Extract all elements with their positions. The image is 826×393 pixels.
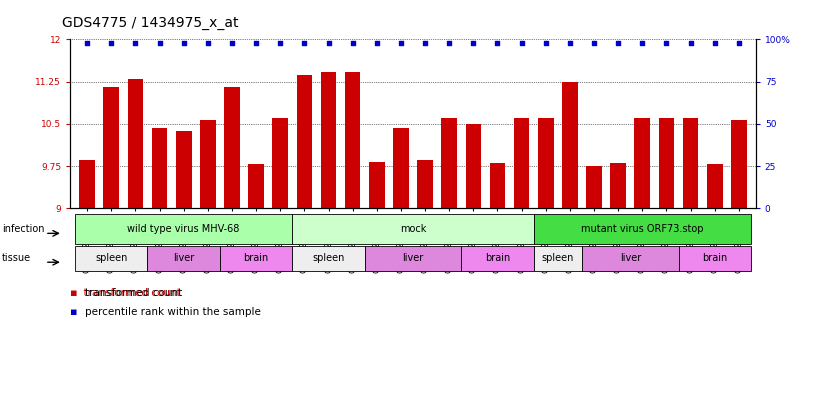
Point bbox=[443, 40, 456, 46]
Text: percentile rank within the sample: percentile rank within the sample bbox=[85, 307, 261, 318]
Point bbox=[322, 40, 335, 46]
Text: mock: mock bbox=[400, 224, 426, 234]
Point bbox=[249, 40, 263, 46]
Text: brain: brain bbox=[485, 253, 510, 263]
Point bbox=[153, 40, 166, 46]
Bar bbox=[707, 164, 723, 208]
Point bbox=[491, 40, 504, 46]
Bar bbox=[441, 118, 457, 208]
Bar bbox=[417, 160, 433, 208]
Text: infection: infection bbox=[2, 224, 44, 234]
Bar bbox=[466, 124, 482, 208]
Point bbox=[177, 40, 190, 46]
Bar bbox=[538, 118, 553, 208]
Bar bbox=[273, 118, 288, 208]
Bar bbox=[224, 87, 240, 208]
Point bbox=[394, 40, 407, 46]
Point bbox=[80, 40, 93, 46]
Bar bbox=[586, 166, 602, 208]
Bar bbox=[731, 120, 747, 208]
Bar bbox=[610, 163, 626, 208]
Bar bbox=[490, 163, 506, 208]
Bar bbox=[320, 72, 336, 208]
Point bbox=[611, 40, 624, 46]
Bar bbox=[176, 130, 192, 208]
Point bbox=[684, 40, 697, 46]
Point bbox=[225, 40, 239, 46]
Text: spleen: spleen bbox=[312, 253, 344, 263]
Point bbox=[660, 40, 673, 46]
Point bbox=[370, 40, 383, 46]
Text: ▪: ▪ bbox=[70, 307, 78, 318]
Text: ▪: ▪ bbox=[70, 288, 78, 298]
Text: mutant virus ORF73.stop: mutant virus ORF73.stop bbox=[581, 224, 704, 234]
Text: spleen: spleen bbox=[542, 253, 574, 263]
Text: liver: liver bbox=[620, 253, 641, 263]
Bar bbox=[683, 118, 699, 208]
Bar bbox=[369, 162, 385, 208]
Point bbox=[202, 40, 215, 46]
Bar bbox=[127, 79, 143, 208]
Point bbox=[419, 40, 432, 46]
Bar bbox=[562, 82, 577, 208]
Text: brain: brain bbox=[702, 253, 728, 263]
Text: ▪  transformed count: ▪ transformed count bbox=[70, 288, 181, 298]
Text: tissue: tissue bbox=[2, 253, 31, 263]
Point bbox=[563, 40, 577, 46]
Bar bbox=[344, 72, 360, 208]
Point bbox=[636, 40, 649, 46]
Bar bbox=[297, 75, 312, 208]
Point bbox=[273, 40, 287, 46]
Point bbox=[105, 40, 118, 46]
Bar bbox=[79, 160, 95, 208]
Text: wild type virus MHV-68: wild type virus MHV-68 bbox=[127, 224, 240, 234]
Text: liver: liver bbox=[402, 253, 424, 263]
Text: spleen: spleen bbox=[95, 253, 127, 263]
Text: brain: brain bbox=[244, 253, 268, 263]
Bar bbox=[200, 120, 216, 208]
Bar bbox=[514, 118, 529, 208]
Point bbox=[129, 40, 142, 46]
Point bbox=[346, 40, 359, 46]
Text: liver: liver bbox=[173, 253, 194, 263]
Point bbox=[587, 40, 601, 46]
Point bbox=[515, 40, 529, 46]
Point bbox=[539, 40, 553, 46]
Bar bbox=[103, 87, 119, 208]
Point bbox=[733, 40, 746, 46]
Point bbox=[708, 40, 721, 46]
Bar bbox=[634, 118, 650, 208]
Text: transformed count: transformed count bbox=[85, 288, 183, 298]
Point bbox=[297, 40, 311, 46]
Bar bbox=[393, 128, 409, 208]
Bar bbox=[658, 118, 674, 208]
Bar bbox=[249, 164, 264, 208]
Bar bbox=[152, 128, 168, 208]
Point bbox=[467, 40, 480, 46]
Text: GDS4775 / 1434975_x_at: GDS4775 / 1434975_x_at bbox=[62, 16, 239, 30]
